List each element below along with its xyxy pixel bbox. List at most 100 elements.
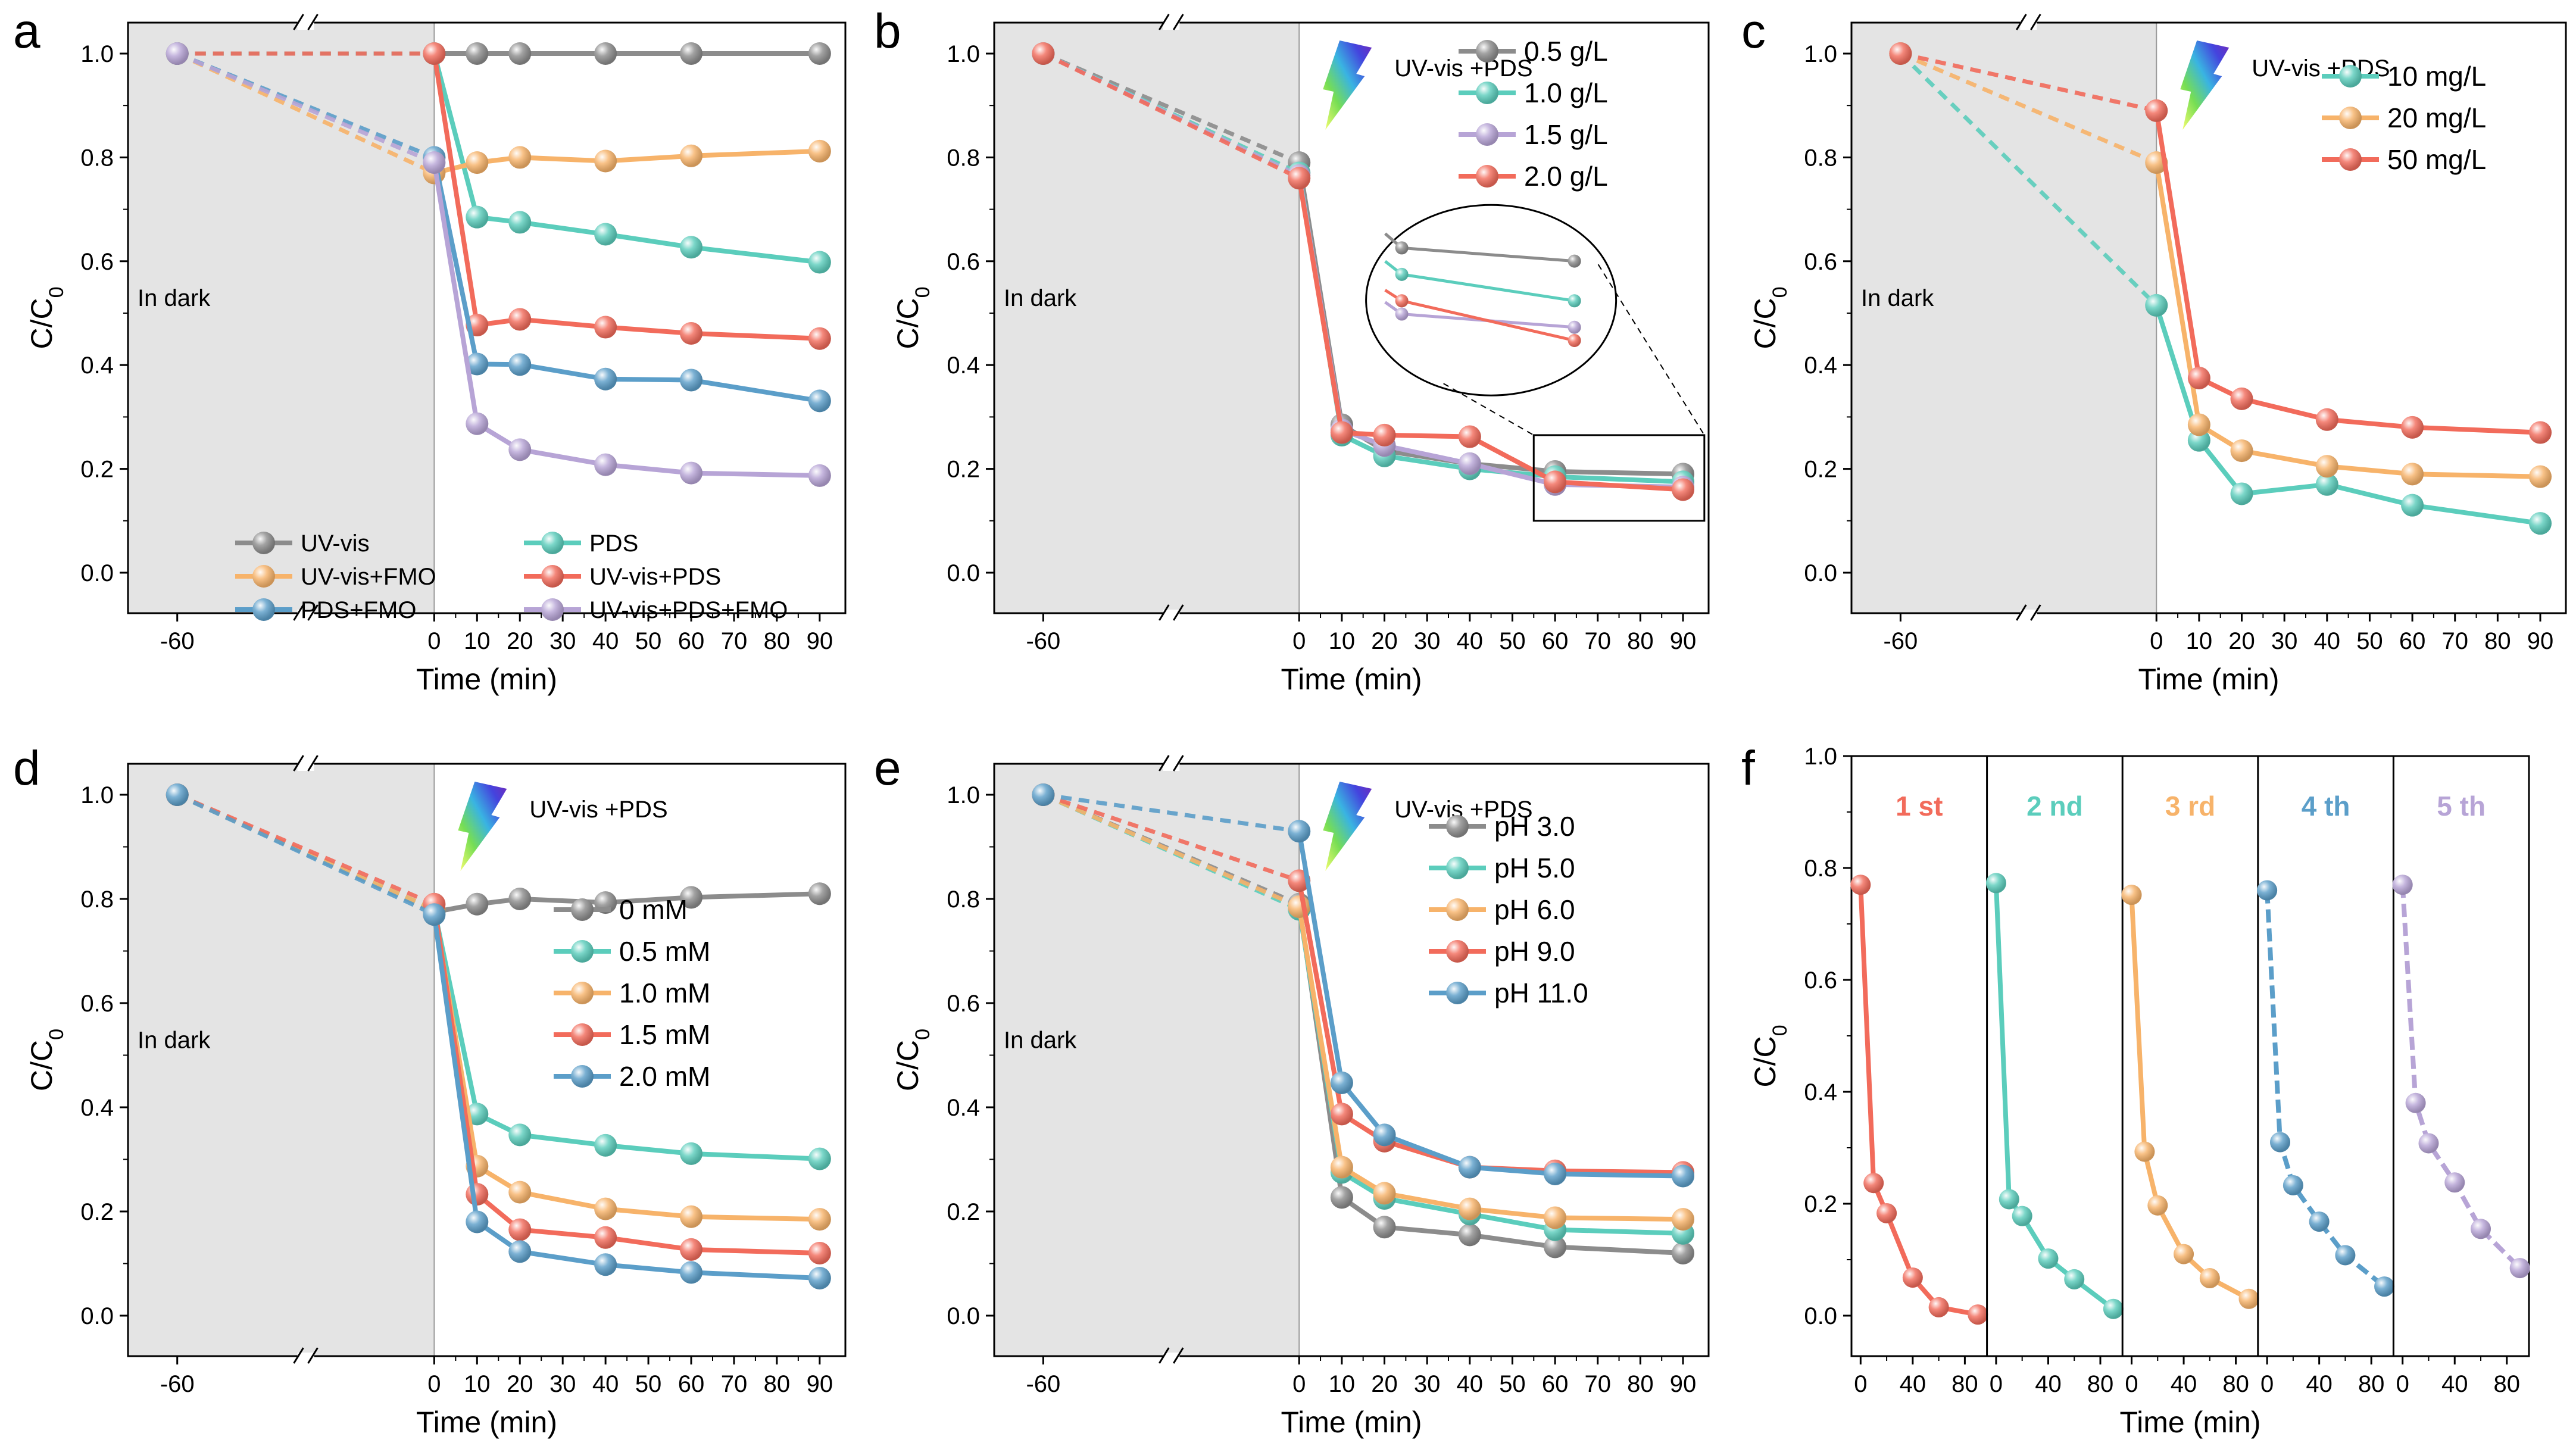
x-tick-label: 20 — [507, 628, 533, 654]
data-point-shine — [2187, 429, 2210, 452]
plot-frame — [993, 763, 1710, 1357]
data-point-shine — [594, 316, 617, 339]
cycle-label: 3 rd — [2165, 791, 2215, 822]
data-point-shine — [2199, 1268, 2220, 1289]
y-tick-label: 0.0 — [947, 560, 980, 586]
y-tick-label: 0.6 — [80, 991, 114, 1017]
data-point-shine — [1032, 42, 1055, 65]
data-point-shine — [1902, 1267, 1923, 1288]
data-point-shine — [2064, 1269, 2085, 1289]
data-point-shine — [1672, 1208, 1695, 1231]
data-point-shine — [2471, 1219, 2491, 1239]
legend-label: 10 mg/L — [2387, 61, 2486, 92]
data-point-shine — [423, 42, 446, 65]
x-tick-label: 80 — [2494, 1371, 2521, 1397]
y-tick-label: 0.0 — [80, 1303, 114, 1329]
data-point-shine — [594, 42, 617, 65]
zoom-region-box — [1532, 434, 1706, 522]
x-tick-label: 90 — [807, 1371, 833, 1397]
axis-break-mark — [2016, 604, 2027, 621]
y-tick-label: 1.0 — [1804, 41, 1837, 67]
in-dark-label: In dark — [1004, 1028, 1077, 1054]
y-tick-label: 1.0 — [1804, 744, 1837, 770]
series-line — [432, 157, 820, 404]
legend-label: pH 5.0 — [1494, 852, 1575, 883]
cycle-label: 5 th — [2437, 791, 2486, 822]
data-point-shine — [2529, 512, 2552, 535]
y-tick-label: 0.2 — [80, 1199, 114, 1225]
data-point-shine — [594, 1253, 617, 1276]
data-point-shine — [2145, 99, 2168, 122]
y-tick-label: 0.8 — [80, 886, 114, 913]
axis-break-mark — [307, 1347, 319, 1364]
x-tick-label: 70 — [1584, 628, 1611, 654]
panel-b: 0.0 0.2 0.4 0.6 0.8 1.0 -60 0 10 20 30 40 50 60 70 80 90… — [874, 4, 1710, 696]
series-dark-segment — [1042, 51, 1300, 180]
plot-frame — [127, 21, 847, 614]
data-point-shine — [594, 367, 617, 391]
panel-c: 0.0 0.2 0.4 0.6 0.8 1.0 -60 0 10 20 30 40 50 60 70 80 90… — [1741, 4, 2567, 696]
x-tick-label: 30 — [1414, 1371, 1441, 1397]
axis-break-mark — [1159, 604, 1170, 621]
data-point-shine — [508, 146, 532, 169]
legend-label: 2.0 g/L — [1524, 161, 1608, 192]
uv-light-icon-shape — [1323, 40, 1372, 130]
series-line — [2129, 894, 2250, 1301]
cycle-4: 0 40 80 4 th — [2257, 756, 2395, 1397]
plot-frame — [127, 763, 847, 1357]
data-point-shine — [1373, 1182, 1396, 1205]
y-tick-label: 0.8 — [947, 145, 980, 171]
legend-label: 1.0 mM — [619, 978, 710, 1008]
x-tick-label: 50 — [2356, 628, 2383, 654]
data-point-shine — [2257, 880, 2278, 901]
uv-label: UV-vis +PDS — [529, 797, 667, 823]
data-point-shine — [594, 223, 617, 246]
data-point-shine — [2315, 455, 2338, 478]
data-point-shine — [1850, 875, 1871, 895]
axis-break-mark-top — [1173, 755, 1184, 772]
series-line — [432, 162, 820, 478]
x-tick-label: 0 — [1990, 1371, 2003, 1397]
legend-marker-shine — [1476, 165, 1498, 188]
x-tick-label: 40 — [1457, 628, 1484, 654]
x-tick-label: 50 — [635, 1371, 662, 1397]
data-point-shine — [808, 882, 831, 905]
data-point-shine — [1330, 1071, 1353, 1094]
y-tick-label: 0.6 — [80, 249, 114, 275]
data-point-shine — [2529, 421, 2552, 444]
data-point-shine — [508, 438, 532, 461]
cycle-label: 1 st — [1896, 791, 1943, 822]
axis-break-mark — [307, 604, 319, 621]
data-point-shine — [2238, 1288, 2259, 1309]
legend-label: 0.5 mM — [619, 936, 710, 967]
data-point-shine — [508, 353, 532, 376]
inset-point-shine — [1395, 267, 1409, 281]
data-point-shine — [2392, 875, 2413, 895]
data-point-shine — [594, 1197, 617, 1220]
y-axis-title-subscript: 0 — [911, 286, 934, 298]
data-point-shine — [1288, 820, 1311, 843]
x-tick-label: -60 — [1883, 628, 1918, 654]
panel-e: 0.0 0.2 0.4 0.6 0.8 1.0 -60 0 10 20 30 40 50 60 70 80 90… — [874, 741, 1710, 1439]
legend-label: 20 mg/L — [2387, 102, 2486, 133]
axis-break-mark-top — [1159, 14, 1170, 30]
uv-light-icon-shape — [2180, 40, 2230, 130]
y-tick-label: 0.8 — [1804, 855, 1837, 882]
inset-point-shine — [1568, 320, 1581, 334]
y-tick-label: 0.2 — [1804, 457, 1837, 483]
legend: UV-vis PDS UV-vis+FMO UV-vis+PDS PDS+FMO UV-v… — [235, 530, 788, 623]
x-tick-label: 0 — [1292, 1371, 1306, 1397]
data-point-shine — [466, 151, 489, 174]
y-axis-title: C/C0 — [891, 286, 934, 349]
data-point-shine — [680, 322, 703, 345]
series-line — [432, 52, 820, 265]
legend-label: UV-vis+PDS+FMO — [589, 597, 788, 623]
x-tick-label: 10 — [464, 628, 491, 654]
axis-break-mark — [293, 604, 304, 621]
panel-letter: b — [874, 4, 901, 58]
data-point-shine — [508, 1123, 532, 1147]
data-point-shine — [594, 149, 617, 173]
series-dark-segment — [1042, 792, 1300, 909]
legend-marker-shine — [571, 1023, 594, 1046]
legend-label: 1.0 g/L — [1524, 77, 1608, 108]
